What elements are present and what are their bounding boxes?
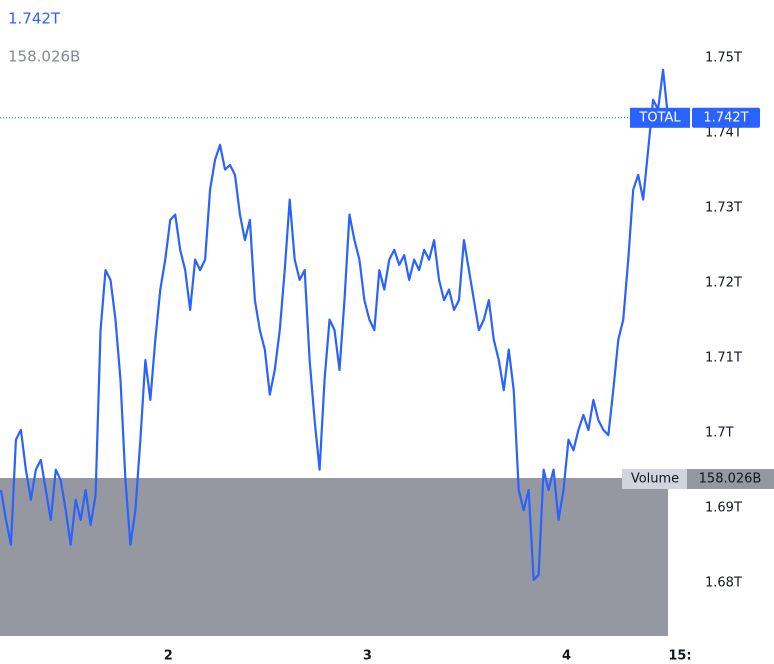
header-volume: 158.026B <box>8 48 80 66</box>
series-label: TOTAL <box>638 110 681 125</box>
x-tick-label: 2 <box>164 649 173 664</box>
volume-name: Volume <box>631 472 679 487</box>
y-tick-label: 1.75T <box>705 50 742 65</box>
x-tick-label: 15: <box>668 649 691 664</box>
price-line <box>0 68 670 582</box>
y-tick-label: 1.74T <box>705 125 742 140</box>
header-value: 1.742T <box>8 10 61 28</box>
x-tick-label: 4 <box>562 649 571 664</box>
price-label-box <box>692 107 760 128</box>
y-tick-label: 1.71T <box>705 350 742 365</box>
price-label: 1.742T <box>703 110 748 125</box>
y-tick-label: 1.68T <box>705 575 742 590</box>
volume-value-box <box>687 469 774 489</box>
volume-name-box <box>622 469 687 489</box>
y-tick-label: 1.72T <box>705 275 742 290</box>
volume-value: 158.026B <box>699 472 762 487</box>
y-tick-label: 1.73T <box>705 200 742 215</box>
y-tick-label: 1.69T <box>705 500 742 515</box>
plot <box>0 68 670 636</box>
volume-bar <box>0 478 668 636</box>
y-tick-label: 1.7T <box>705 425 734 440</box>
series-label-box <box>630 107 690 128</box>
x-tick-label: 3 <box>363 649 372 664</box>
